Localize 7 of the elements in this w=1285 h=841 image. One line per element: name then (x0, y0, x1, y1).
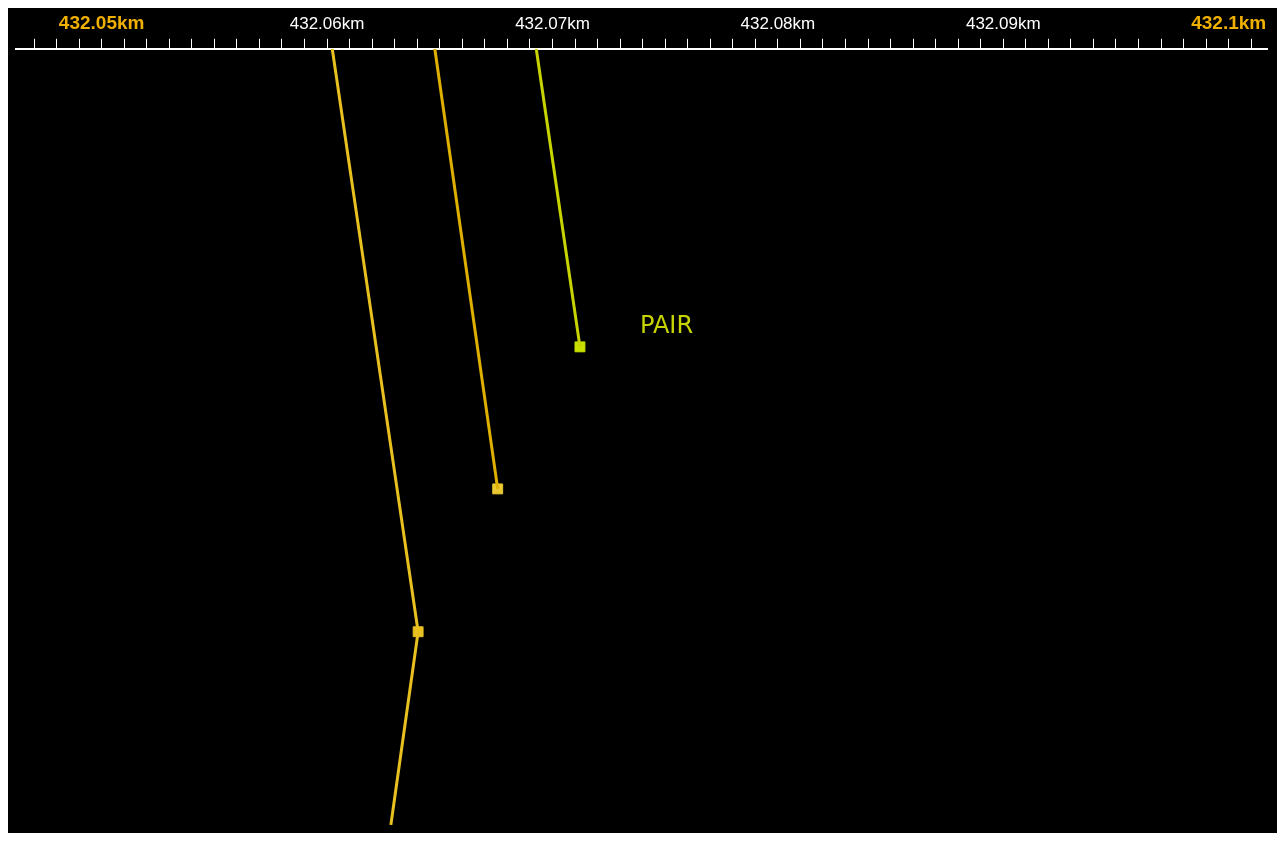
x-tick-label: 432.1km (1191, 11, 1267, 33)
x-tick-label: 432.05km (58, 11, 145, 33)
x-tick-label: 432.07km (515, 14, 590, 34)
x-tick-label: 432.08km (740, 14, 816, 34)
text: PAIR (639, 311, 694, 340)
x-tick-label: 432.09km (965, 14, 1041, 34)
x-tick-label: 432.06km (289, 14, 365, 34)
